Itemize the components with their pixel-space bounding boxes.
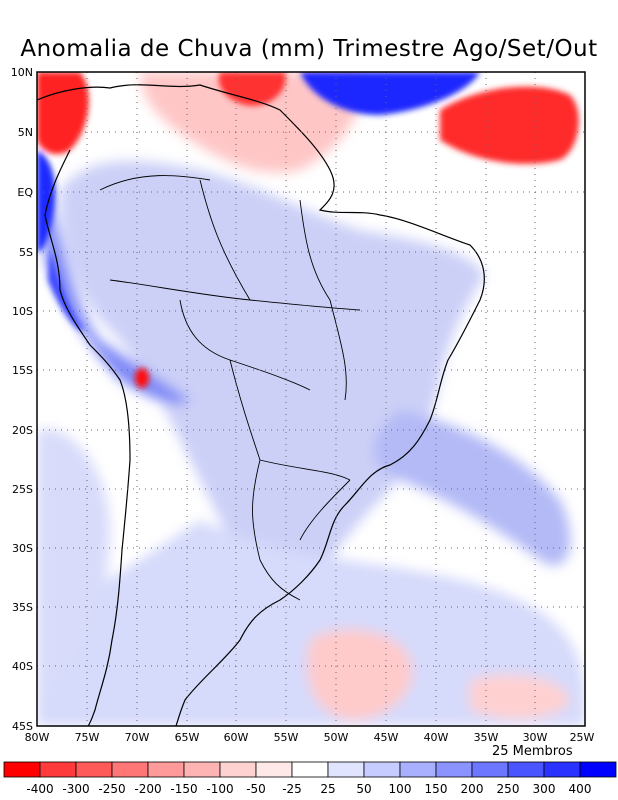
legend-label: 250: [497, 782, 520, 796]
legend-label: -300: [62, 782, 89, 796]
lon-label: 75W: [75, 731, 100, 744]
lat-label: 5S: [19, 246, 33, 259]
legend-label: 200: [461, 782, 484, 796]
legend-label: -100: [206, 782, 233, 796]
members-label: 25 Membros: [492, 744, 573, 759]
legend-swatch: [255, 761, 293, 778]
anomaly-peru-positive: [48, 250, 85, 331]
lon-label: 70W: [125, 731, 150, 744]
legend-swatch: [471, 761, 509, 778]
legend-label: -50: [246, 782, 266, 796]
anomaly-colombia-strong-negative: [37, 72, 89, 155]
legend-swatch: [399, 761, 437, 778]
country-borders: [99, 175, 361, 601]
coastline-and-borders: [37, 84, 485, 726]
legend-swatch: [3, 761, 41, 778]
legend-swatch: [363, 761, 401, 778]
lon-label: 45W: [374, 731, 399, 744]
legend-label: 100: [389, 782, 412, 796]
legend-swatch: [147, 761, 185, 778]
graticule: [37, 72, 585, 726]
legend-label: 400: [569, 782, 592, 796]
lon-label: 55W: [274, 731, 299, 744]
anomaly-atlantic-positive: [373, 410, 571, 566]
legend-swatch: [435, 761, 473, 778]
lat-axis: 10N 5N EQ 5S 10S 15S 20S 25S 30S 35S 40S…: [11, 66, 34, 733]
lat-label: 40S: [12, 660, 33, 673]
anomaly-bolivia-negative: [135, 368, 149, 388]
legend-swatch: [291, 761, 329, 778]
anomaly-north-negative: [140, 72, 362, 173]
lon-label: 60W: [224, 731, 249, 744]
anomaly-ecuador-strong-positive: [37, 150, 56, 252]
lon-axis: 80W 75W 70W 65W 60W 55W 50W 45W 40W 35W …: [25, 731, 595, 744]
legend-swatch: [327, 761, 365, 778]
anomaly-andes-positive: [45, 180, 190, 404]
legend-swatch: [183, 761, 221, 778]
legend-swatch: [219, 761, 257, 778]
legend-label: -200: [134, 782, 161, 796]
legend-label: 50: [356, 782, 371, 796]
anomaly-atlantic-strong-positive: [300, 72, 480, 115]
anomaly-southeast2-negative: [470, 675, 570, 719]
anomaly-caribbean-negative: [218, 72, 286, 106]
lat-label: 10S: [12, 305, 33, 318]
anomaly-atlantic-strong-negative: [440, 86, 579, 164]
anomaly-land-positive: [60, 161, 485, 604]
legend-swatch: [579, 761, 617, 778]
legend-label: -250: [98, 782, 125, 796]
legend-swatch: [507, 761, 545, 778]
color-legend: -400 -300 -250 -200 -150 -100 -50 -25 25 50 100 150…: [3, 761, 617, 796]
pacific-coastline: [44, 149, 131, 726]
legend-label: 150: [425, 782, 448, 796]
legend-swatch: [111, 761, 149, 778]
lat-label: 5N: [18, 126, 33, 139]
legend-label: -150: [170, 782, 197, 796]
map-frame: [36, 71, 586, 727]
legend-swatch: [543, 761, 581, 778]
lat-label: EQ: [17, 186, 33, 199]
legend-label: 300: [533, 782, 556, 796]
anomaly-southeast-negative: [307, 629, 412, 720]
lat-label: 20S: [12, 424, 33, 437]
lat-label: 25S: [12, 483, 33, 496]
legend-label: -25: [282, 782, 302, 796]
legend-label: -400: [26, 782, 53, 796]
legend-label: 25: [320, 782, 335, 796]
anomaly-pacific-positive: [37, 428, 110, 700]
legend-swatch: [75, 761, 113, 778]
lat-label: 35S: [12, 601, 33, 614]
map-title: Anomalia de Chuva (mm) Trimestre Ago/Set…: [20, 36, 598, 62]
lat-label: 10N: [11, 66, 33, 79]
anomaly-south-atlantic-positive: [37, 520, 585, 726]
lat-label: 15S: [12, 364, 33, 377]
south-america-coastline: [37, 84, 485, 726]
lat-label: 45S: [12, 720, 33, 733]
lon-label: 65W: [175, 731, 200, 744]
lon-label: 80W: [25, 731, 50, 744]
lon-label: 50W: [324, 731, 349, 744]
lon-label: 25W: [570, 731, 595, 744]
lat-label: 30S: [12, 542, 33, 555]
lon-label: 35W: [474, 731, 499, 744]
lon-label: 30W: [523, 731, 548, 744]
lon-label: 40W: [424, 731, 449, 744]
legend-swatch: [39, 761, 77, 778]
